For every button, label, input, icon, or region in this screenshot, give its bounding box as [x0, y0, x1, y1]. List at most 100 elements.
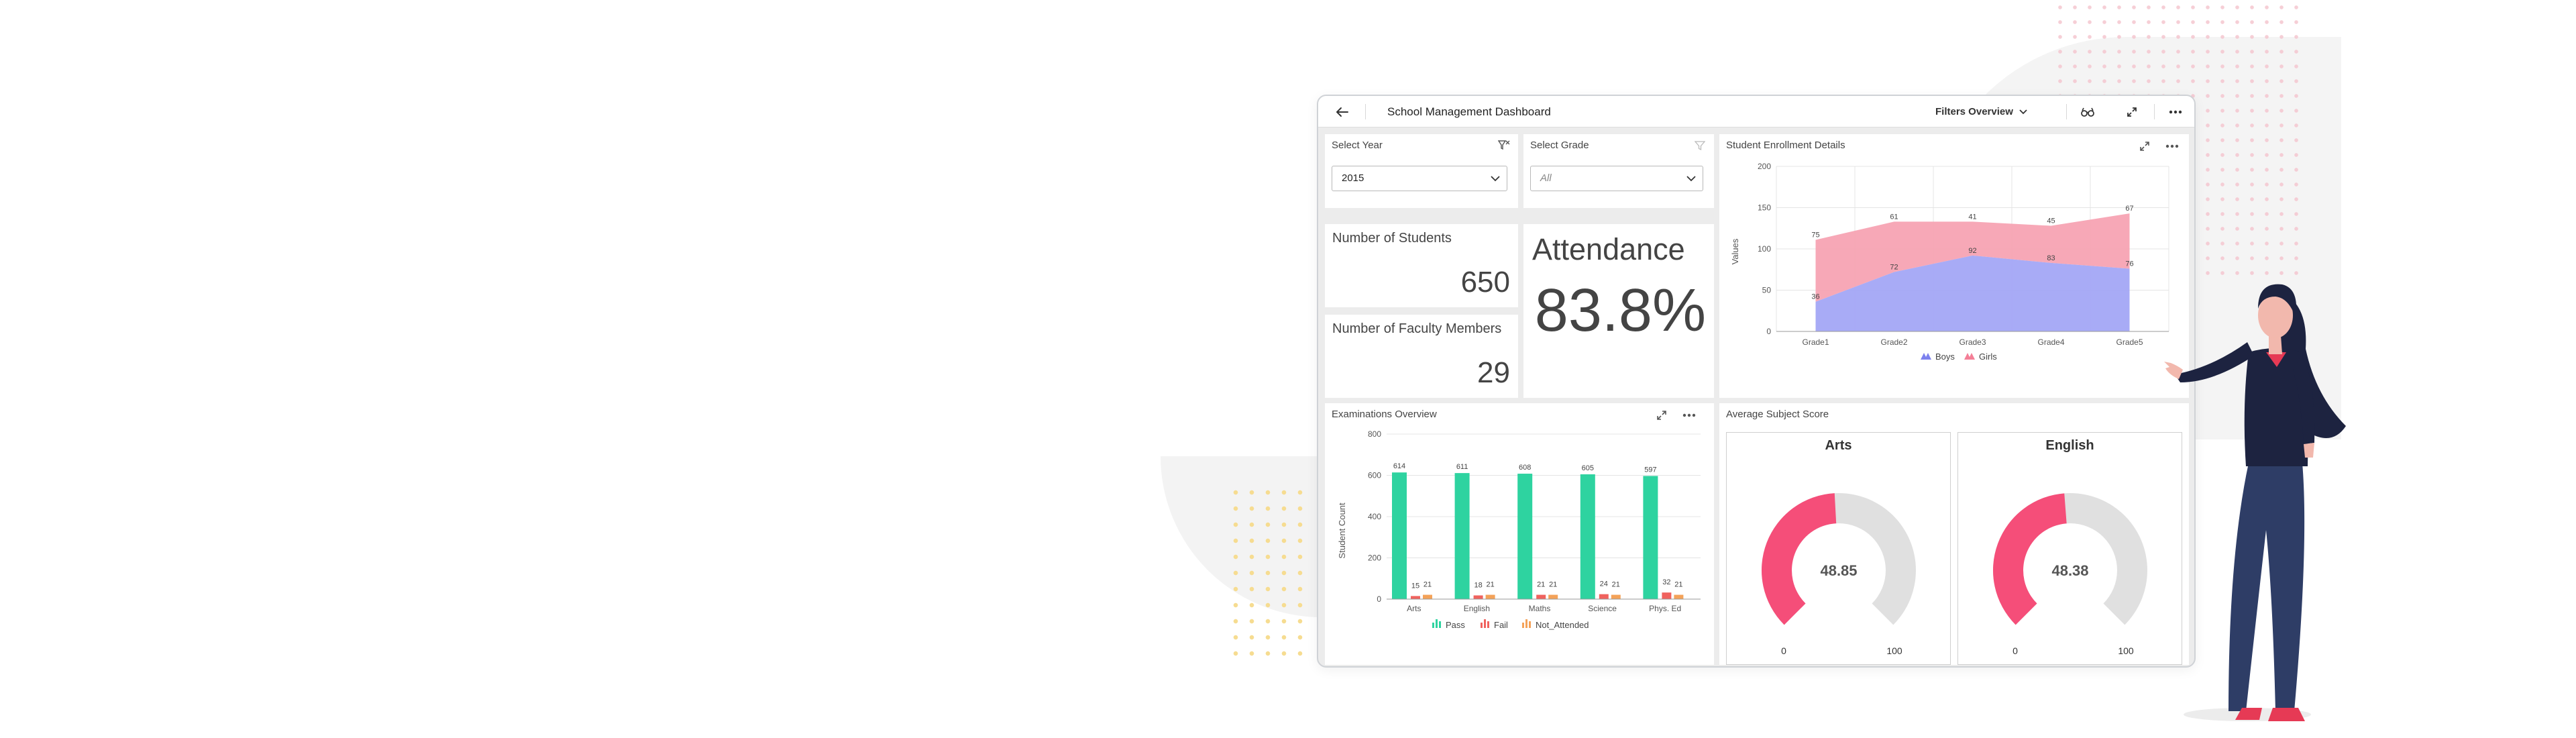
students-kpi-label: Number of Students	[1332, 231, 1452, 246]
maximize-icon	[2140, 142, 2149, 151]
more-horizontal-icon	[1682, 413, 1696, 417]
data-label: 608	[1519, 464, 1531, 472]
data-label: 21	[1674, 581, 1682, 589]
subject-score-panel: Average Subject Score Arts 48.85 0 100 Eng…	[1719, 403, 2189, 665]
y-tick-label: 800	[1368, 429, 1381, 439]
attendance-kpi-card: Attendance 83.8%	[1523, 224, 1714, 398]
faculty-kpi-label: Number of Faculty Members	[1332, 321, 1502, 336]
back-button[interactable]	[1330, 96, 1354, 127]
subject-score-title: Average Subject Score	[1726, 409, 1829, 420]
attendance-kpi-value: 83.8%	[1534, 277, 1706, 344]
year-select[interactable]: 2015	[1332, 166, 1507, 191]
maximize-button[interactable]	[2118, 96, 2145, 127]
bar-fail	[1411, 596, 1420, 599]
year-filter-label: Select Year	[1332, 140, 1383, 151]
data-label: 75	[1811, 231, 1819, 239]
series-area-girls	[1815, 213, 2130, 302]
y-axis-label: Values	[1730, 238, 1740, 264]
gauge-title: Arts	[1825, 438, 1852, 453]
bar-pass	[1454, 473, 1470, 599]
data-label: 76	[2125, 260, 2133, 268]
gauge-value: 48.38	[2051, 562, 2088, 579]
maximize-button[interactable]	[1652, 406, 1671, 425]
gauge-max-label: 100	[2118, 645, 2134, 656]
data-label: 611	[1456, 463, 1468, 471]
gauge-chart: 48.38 0 100	[1993, 493, 2147, 656]
bar-fail	[1536, 594, 1546, 599]
more-horizontal-icon	[2169, 110, 2182, 113]
gauge-value-arc	[1762, 493, 1837, 625]
gauge-min-label: 0	[2012, 645, 2018, 656]
data-label: 32	[1662, 578, 1670, 586]
enrollment-panel: Student Enrollment Details 36 72 92 83 76 75 6…	[1719, 134, 2189, 398]
y-tick-label: 100	[1758, 244, 1771, 254]
filter-clear-icon	[1498, 140, 1510, 150]
data-label: 15	[1411, 582, 1419, 590]
more-horizontal-icon	[2165, 144, 2179, 148]
bar-pass	[1392, 472, 1407, 599]
y-tick-label: 200	[1368, 554, 1381, 563]
x-tick-label: English	[1464, 604, 1490, 613]
glasses-icon	[2081, 107, 2094, 117]
dot-pattern	[1228, 484, 1308, 666]
more-options-button[interactable]	[2162, 96, 2189, 127]
exams-title: Examinations Overview	[1332, 409, 1437, 420]
data-label: 45	[2047, 217, 2055, 225]
filter-icon	[1695, 141, 1705, 151]
person-illustration	[2164, 284, 2346, 721]
maximize-button[interactable]	[2135, 137, 2154, 156]
data-label: 21	[1537, 581, 1545, 589]
enrollment-chart: 36 72 92 83 76 75 61 41 45 67 0 50 100 150 200 Grade1 G…	[1730, 162, 2169, 362]
more-options-button[interactable]	[2161, 137, 2184, 156]
data-label: 21	[1424, 581, 1432, 589]
bar-pass	[1517, 474, 1533, 599]
bar-pass	[1643, 476, 1658, 599]
legend-icon-boys	[1921, 353, 1931, 360]
bar-not_attended	[1674, 594, 1684, 599]
y-tick-label: 50	[1762, 286, 1772, 295]
y-tick-label: 150	[1758, 203, 1771, 213]
chevron-down-icon	[1686, 176, 1696, 182]
arrow-left-icon	[1336, 107, 1348, 117]
bar-not_attended	[1423, 594, 1432, 599]
bar-fail	[1662, 592, 1672, 599]
year-filter-panel: Select Year 2015	[1325, 134, 1518, 208]
gauge-card-arts: Arts 48.85 0 100	[1726, 432, 1951, 665]
divider	[2154, 104, 2155, 119]
legend-icon-fail	[1481, 619, 1489, 628]
y-tick-label: 0	[1377, 594, 1381, 604]
filter-button[interactable]	[1693, 138, 1707, 153]
clear-filter-button[interactable]	[1497, 138, 1511, 153]
divider	[2066, 104, 2067, 119]
attendance-kpi-label: Attendance	[1532, 232, 1685, 266]
x-tick-label: Grade1	[1802, 337, 1829, 347]
legend-label: Fail	[1494, 620, 1508, 630]
view-button[interactable]	[2074, 96, 2101, 127]
data-label: 24	[1600, 580, 1608, 588]
filters-overview-button[interactable]: Filters Overview	[1935, 96, 2028, 127]
bar-not_attended	[1548, 594, 1558, 599]
x-tick-label: Grade4	[2037, 337, 2064, 347]
bar-fail	[1599, 594, 1609, 599]
gauge-card-english: English 48.38 0 100	[1957, 432, 2182, 665]
year-select-value: 2015	[1342, 172, 1364, 184]
legend-icon-girls	[1964, 353, 1975, 360]
x-tick-label: Grade3	[1959, 337, 1986, 347]
y-tick-label: 0	[1766, 327, 1771, 336]
data-label: 21	[1612, 581, 1620, 589]
more-options-button[interactable]	[1678, 406, 1701, 425]
y-tick-label: 200	[1758, 162, 1771, 171]
legend-label: Pass	[1446, 620, 1465, 630]
data-label: 61	[1890, 213, 1898, 221]
grade-filter-label: Select Grade	[1530, 140, 1589, 151]
legend-label: Not_Attended	[1536, 620, 1589, 630]
data-label: 92	[1968, 247, 1976, 255]
x-tick-label: Grade5	[2116, 337, 2143, 347]
x-tick-label: Science	[1588, 604, 1617, 613]
data-label: 41	[1968, 213, 1976, 221]
bar-fail	[1473, 595, 1483, 599]
gauge-title: English	[2045, 438, 2094, 453]
data-label: 83	[2047, 254, 2055, 262]
grade-select[interactable]: All	[1530, 166, 1703, 191]
